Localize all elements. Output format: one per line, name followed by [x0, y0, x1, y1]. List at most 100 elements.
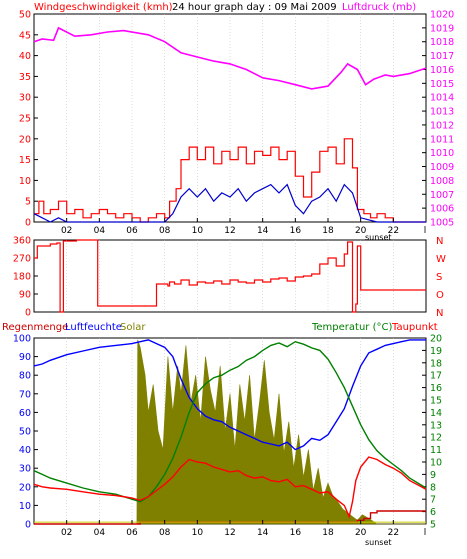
y-tick-label: 1009	[430, 162, 454, 173]
y-tick-label: 6	[430, 507, 436, 518]
direction-grid	[66, 240, 394, 312]
y-tick-label: 1012	[430, 120, 454, 131]
y-tick-label: 12	[430, 433, 442, 444]
humidity-axis-title: Luftfeuchte	[65, 322, 122, 333]
y-tick-label: 40	[19, 445, 31, 456]
y-tick-label: 0	[25, 218, 31, 229]
y-tick-label: 270	[13, 254, 31, 265]
x-tick-label: 02	[61, 226, 72, 236]
sunset-label: sunset	[365, 233, 392, 242]
x-end-label: l	[424, 226, 427, 236]
x-tick-label: 04	[94, 528, 106, 538]
temperature-axis-title: Temperatur (°C)	[311, 322, 392, 333]
y-tick-label: 0	[25, 520, 31, 531]
climate-grid	[66, 338, 394, 524]
pressure-axis-title: Luftdruck (mb)	[342, 2, 416, 13]
y-tick-label: 10	[430, 458, 442, 469]
x-tick-label: 18	[322, 528, 334, 538]
x-tick-label: 20	[355, 226, 367, 236]
pressure-line	[33, 26, 427, 90]
y-tick-label: 35	[19, 72, 31, 83]
wind-pressure-series	[33, 26, 427, 223]
direction-line	[34, 239, 426, 313]
y-tick-label: 20	[19, 482, 31, 493]
x-tick-label: 12	[224, 528, 235, 538]
compass-label: N	[436, 308, 443, 319]
y-tick-label: 1010	[430, 148, 454, 159]
sunset-label: sunset	[365, 538, 392, 547]
dewpoint-line	[33, 456, 427, 519]
chart-date-title: 24 hour graph day : 09 Mai 2009	[172, 2, 337, 13]
x-tick-label: 22	[388, 528, 399, 538]
x-tick-label: 10	[192, 226, 204, 236]
y-tick-label: 10	[19, 501, 31, 512]
direction-series	[34, 239, 426, 313]
y-tick-label: 100	[13, 334, 31, 345]
y-tick-label: 15	[19, 155, 31, 166]
y-tick-label: 1014	[430, 93, 454, 104]
x-tick-label: 02	[61, 528, 72, 538]
y-tick-label: 15	[430, 396, 442, 407]
y-tick-label: 19	[430, 346, 442, 357]
compass-label: N	[436, 236, 443, 247]
y-tick-label: 90	[19, 290, 31, 301]
y-tick-label: 40	[19, 51, 31, 62]
y-tick-label: 1005	[430, 218, 454, 229]
y-tick-label: 20	[430, 334, 442, 345]
y-tick-label: 1007	[430, 190, 454, 201]
y-tick-label: 13	[430, 420, 442, 431]
wind-time-ticks: 02 04 06 08 10 12 14 16 18 20 22 l	[61, 218, 426, 236]
x-tick-label: 16	[290, 226, 302, 236]
y-tick-label: 90	[19, 352, 31, 363]
wind-line	[33, 183, 426, 223]
y-tick-label: 30	[19, 464, 31, 475]
y-tick-label: 1006	[430, 204, 454, 215]
y-tick-label: 1019	[430, 23, 454, 34]
y-tick-label: 20	[19, 134, 31, 145]
y-tick-label: 45	[19, 30, 31, 41]
y-tick-label: 50	[19, 427, 31, 438]
y-tick-label: 16	[430, 383, 442, 394]
x-tick-label: 18	[322, 226, 334, 236]
x-end-label: l	[424, 528, 427, 538]
y-tick-label: 1008	[430, 176, 454, 187]
y-tick-label: 1020	[430, 10, 454, 21]
y-tick-label: 8	[430, 482, 436, 493]
solar-axis-title: Solar	[120, 322, 146, 333]
y-tick-label: 11	[430, 445, 442, 456]
y-tick-label: 30	[19, 93, 31, 104]
rain-axis-title: Regenmenge	[2, 322, 68, 333]
compass-label: W	[436, 254, 446, 265]
compass-label: O	[436, 290, 444, 301]
x-tick-label: 04	[94, 226, 106, 236]
climate-left-ticks: 0 10 20 30 40 50 60 70 80 90 100	[13, 334, 38, 531]
x-tick-label: 08	[159, 226, 171, 236]
climate-panel: Regenmenge Luftfeuchte Solar Temperatur …	[2, 322, 442, 547]
y-tick-label: 1018	[430, 37, 454, 48]
y-tick-label: 80	[19, 371, 31, 382]
y-tick-label: 10	[19, 176, 31, 187]
temperature-line	[33, 340, 427, 503]
pressure-ticks: 1005 1006 1007 1008 1009 1010 1011 1012 1013 1014…	[422, 10, 454, 229]
y-tick-label: 60	[19, 408, 31, 419]
y-tick-label: 5	[430, 520, 436, 531]
y-tick-label: 14	[430, 408, 442, 419]
x-tick-label: 14	[257, 226, 269, 236]
y-tick-label: 7	[430, 495, 436, 506]
x-tick-label: 14	[257, 528, 269, 538]
x-tick-label: 20	[355, 528, 367, 538]
y-tick-label: 0	[25, 308, 31, 319]
x-tick-label: 12	[224, 226, 235, 236]
solar-area	[34, 339, 426, 525]
x-tick-label: 10	[192, 528, 204, 538]
y-tick-label: 9	[430, 470, 436, 481]
y-tick-label: 18	[430, 358, 442, 369]
compass-label: S	[436, 272, 442, 283]
wind-plot-frame	[33, 13, 427, 223]
y-tick-label: 180	[13, 272, 31, 283]
y-tick-label: 1017	[430, 51, 454, 62]
dewpoint-axis-title: Taupunkt	[391, 322, 438, 333]
